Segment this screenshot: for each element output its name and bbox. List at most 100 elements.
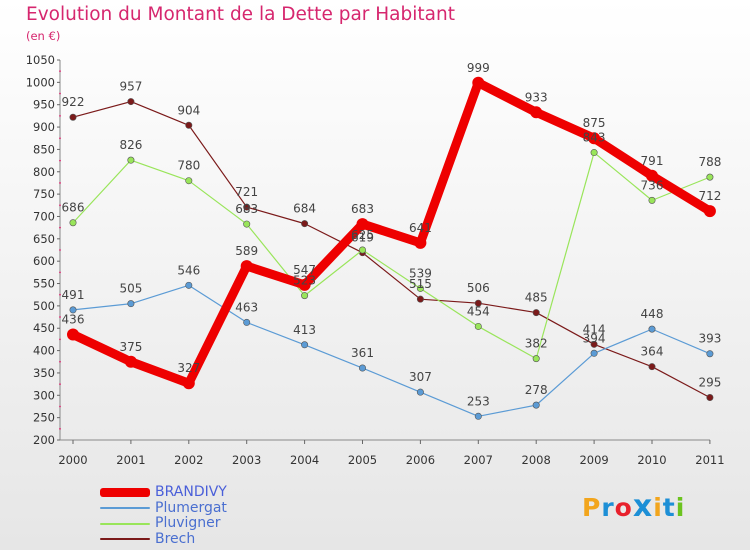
data-label: 375: [119, 340, 142, 354]
data-label: 413: [293, 323, 316, 337]
legend-label: BRANDIVY: [155, 484, 227, 500]
y-tick-label: 750: [33, 187, 55, 201]
chart-title: Evolution du Montant de la Dette par Hab…: [26, 4, 455, 25]
data-label: 382: [525, 337, 548, 351]
data-label: 393: [698, 332, 721, 346]
data-label: 327: [177, 361, 200, 375]
data-label: 253: [467, 394, 490, 408]
data-point: [298, 278, 311, 291]
y-minor-tick: [59, 427, 61, 430]
y-tick-label: 600: [33, 254, 55, 268]
y-tick-label: 650: [33, 232, 55, 246]
x-tick-label: 2008: [522, 453, 551, 467]
data-point: [185, 177, 193, 185]
data-label: 546: [177, 263, 200, 277]
data-label: 922: [62, 95, 85, 109]
x-tick-label: 2011: [695, 453, 724, 467]
data-point: [69, 113, 77, 121]
legend-swatch: [100, 488, 150, 498]
data-point: [301, 220, 309, 228]
data-point: [416, 284, 424, 292]
data-label: 641: [409, 221, 432, 235]
y-tick-label: 350: [33, 366, 55, 380]
legend-item-brech: Brech: [100, 531, 227, 548]
y-tick-label: 200: [33, 433, 55, 447]
data-label: 957: [119, 80, 142, 94]
proxiti-logo: Proxiti: [582, 489, 686, 524]
data-label: 491: [62, 288, 85, 302]
data-label: 454: [467, 304, 490, 318]
data-point: [416, 388, 424, 396]
legend-label: Pluvigner: [155, 515, 221, 531]
y-tick-label: 450: [33, 321, 55, 335]
data-point: [358, 364, 366, 372]
data-label: 683: [351, 202, 374, 216]
data-point: [127, 156, 135, 164]
y-minor-tick: [59, 293, 61, 296]
data-label: 394: [583, 331, 606, 345]
chart-subtitle: (en €): [26, 29, 61, 43]
series-line-brech: [72, 100, 711, 399]
data-point: [532, 309, 540, 317]
data-point: [706, 394, 714, 402]
data-label: 736: [641, 178, 664, 192]
data-point: [648, 325, 656, 333]
data-point: [646, 169, 658, 182]
data-label: 712: [698, 189, 721, 203]
data-point: [590, 340, 598, 348]
data-point: [706, 350, 714, 358]
data-point: [301, 341, 309, 349]
data-point: [703, 205, 716, 218]
data-label: 278: [525, 383, 548, 397]
data-label: 505: [119, 282, 142, 296]
legend-swatch: [100, 507, 150, 510]
legend-item-pluvigner: Pluvigner: [100, 515, 227, 532]
legend-item-brandivy: BRANDIVY: [100, 484, 227, 501]
data-label: 780: [177, 159, 200, 173]
data-label: 364: [641, 345, 664, 359]
data-label: 506: [467, 281, 490, 295]
y-minor-tick: [59, 271, 61, 274]
data-label: 619: [351, 231, 374, 245]
data-point: [185, 281, 193, 289]
data-label: 684: [293, 202, 316, 216]
data-label: 515: [409, 277, 432, 291]
data-point: [356, 218, 369, 231]
data-point: [124, 355, 137, 368]
data-point: [416, 295, 424, 303]
y-tick-label: 800: [33, 165, 55, 179]
data-point: [532, 355, 540, 363]
y-tick-label: 1000: [26, 75, 55, 89]
data-label: 875: [583, 116, 606, 130]
data-label: 463: [235, 300, 258, 314]
y-minor-tick: [59, 405, 61, 408]
y-tick-label: 950: [33, 98, 55, 112]
data-point: [127, 300, 135, 308]
x-tick-label: 2003: [232, 453, 261, 467]
y-minor-tick: [59, 249, 61, 251]
x-tick-label: 2009: [579, 453, 608, 467]
data-label: 999: [467, 61, 490, 75]
data-label: 547: [293, 263, 316, 277]
y-minor-tick: [59, 137, 61, 140]
data-label: 843: [583, 131, 606, 145]
data-label: 589: [235, 244, 258, 258]
y-tick-label: 1050: [26, 53, 55, 67]
data-label: 625: [351, 228, 374, 242]
data-point: [69, 306, 77, 314]
y-minor-tick: [59, 360, 61, 363]
x-tick-label: 2002: [174, 453, 203, 467]
y-minor-tick: [59, 92, 61, 95]
data-point: [706, 173, 714, 181]
data-point: [67, 328, 79, 341]
data-point: [127, 98, 135, 106]
data-point: [240, 260, 253, 273]
data-point: [590, 149, 598, 157]
data-point: [472, 76, 485, 89]
y-tick-label: 850: [33, 142, 55, 156]
x-tick-label: 2010: [637, 453, 666, 467]
y-minor-tick: [59, 383, 61, 386]
data-label: 361: [351, 346, 374, 360]
data-point: [588, 132, 601, 145]
